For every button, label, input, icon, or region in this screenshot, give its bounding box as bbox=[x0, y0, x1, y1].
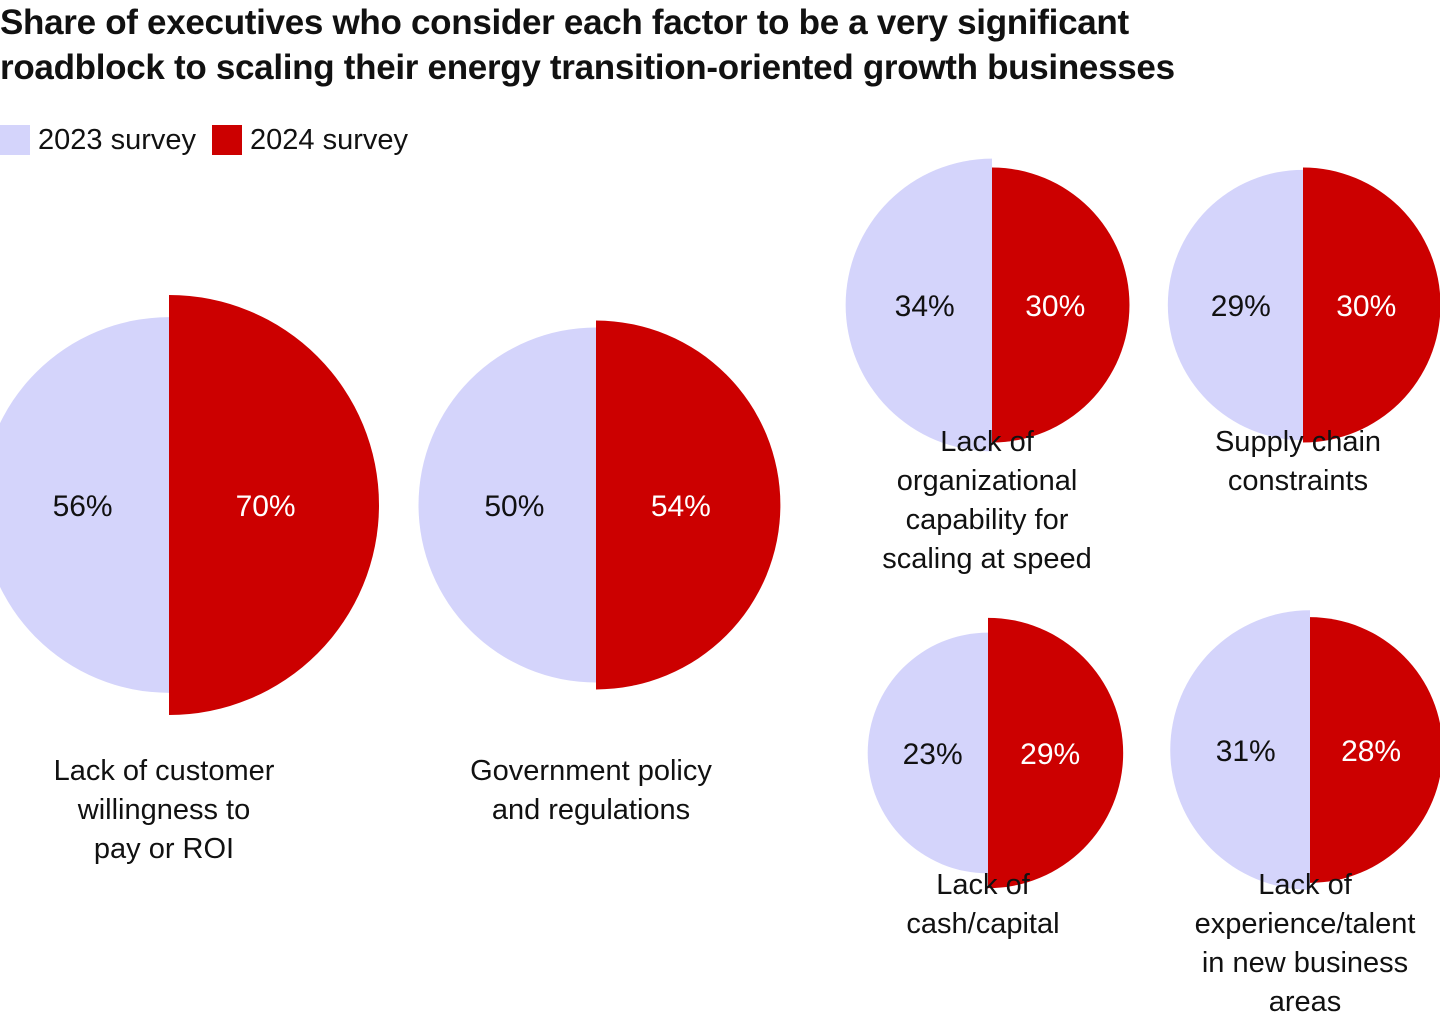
half-circle-2024 bbox=[988, 617, 1124, 889]
half-circle-2023 bbox=[867, 632, 988, 874]
half-circle-2024 bbox=[992, 167, 1130, 443]
chart-group-3: 34% 30% Lack of organizational capability fo… bbox=[845, 158, 1130, 575]
value-label-2023: 31% bbox=[1216, 735, 1276, 768]
category-label: Lack of cash/capital bbox=[906, 869, 1059, 940]
half-circle-2023 bbox=[0, 317, 169, 693]
legend-label-2023: 2023 survey bbox=[38, 123, 196, 156]
category-label-line: Lack of customer bbox=[54, 755, 275, 787]
half-circle-2024 bbox=[1310, 617, 1440, 883]
category-label-line: capability for bbox=[906, 504, 1069, 536]
value-label-2023: 29% bbox=[1211, 290, 1271, 323]
category-label: Lack of customer willingness to pay or ROI bbox=[54, 755, 275, 865]
half-circle-2023 bbox=[845, 158, 992, 452]
chart-group-6: 31% 28% Lack of experience/talent in new bus… bbox=[1170, 610, 1440, 1013]
category-label-line: Supply chain bbox=[1215, 426, 1381, 458]
chart-title: Share of executives who consider each fa… bbox=[0, 0, 1440, 90]
legend-swatch-2023 bbox=[0, 125, 30, 155]
category-label-line: Lack of bbox=[936, 869, 1030, 901]
category-label-line: constraints bbox=[1228, 465, 1368, 497]
legend-swatch-2024 bbox=[212, 125, 242, 155]
half-circle-2023 bbox=[1170, 610, 1310, 890]
category-label-line: cash/capital bbox=[906, 908, 1059, 940]
value-label-2024: 30% bbox=[1336, 290, 1396, 323]
value-label-2024: 54% bbox=[651, 490, 711, 523]
value-label-2023: 56% bbox=[53, 490, 113, 523]
category-label-line: Lack of bbox=[1258, 869, 1352, 901]
category-label-line: Government policy bbox=[470, 755, 712, 787]
category-label: Lack of experience/talent in new business a… bbox=[1195, 869, 1416, 1013]
category-label-line: scaling at speed bbox=[882, 543, 1092, 575]
value-label-2024: 70% bbox=[236, 490, 296, 523]
category-label-line: Lack of bbox=[940, 426, 1034, 458]
chart-title-line-2: roadblock to scaling their energy transi… bbox=[0, 48, 1175, 87]
value-label-2023: 34% bbox=[895, 290, 955, 323]
chart-group-4: 29% 30% Supply chain constraints bbox=[1167, 167, 1440, 497]
legend-item-2024: 2024 survey bbox=[212, 124, 408, 157]
category-label-line: in new business bbox=[1202, 947, 1408, 979]
legend-label-2024: 2024 survey bbox=[250, 123, 408, 156]
half-circle-2024 bbox=[169, 295, 379, 715]
category-label-line: willingness to bbox=[77, 794, 250, 826]
half-circle-2024 bbox=[596, 320, 781, 690]
category-label-line: experience/talent bbox=[1195, 908, 1416, 940]
category-label: Government policy and regulations bbox=[470, 755, 712, 826]
legend: 2023 survey 2024 survey bbox=[0, 122, 424, 158]
category-label: Lack of organizational capability for scali… bbox=[882, 426, 1092, 575]
value-label-2024: 30% bbox=[1025, 290, 1085, 323]
value-label-2023: 23% bbox=[903, 738, 963, 771]
category-label-line: pay or ROI bbox=[94, 833, 234, 865]
chart-group-2: 50% 54% Government policy and regulations bbox=[418, 320, 781, 826]
value-label-2024: 28% bbox=[1341, 735, 1401, 768]
half-circle-2024 bbox=[1303, 167, 1440, 443]
category-label-line: areas bbox=[1269, 986, 1342, 1013]
legend-item-2023: 2023 survey bbox=[0, 124, 196, 157]
category-label: Supply chain constraints bbox=[1215, 426, 1381, 497]
category-label-line: organizational bbox=[897, 465, 1078, 497]
chart-title-line-1: Share of executives who consider each fa… bbox=[0, 3, 1129, 42]
chart-group-5: 23% 29% Lack of cash/capital bbox=[867, 617, 1124, 940]
category-label-line: and regulations bbox=[492, 794, 690, 826]
value-label-2023: 50% bbox=[484, 490, 544, 523]
half-circle-2023 bbox=[1167, 169, 1303, 441]
chart-group-1: 56% 70% Lack of customer willingness to pay … bbox=[0, 295, 379, 865]
value-label-2024: 29% bbox=[1020, 738, 1080, 771]
half-circle-2023 bbox=[418, 327, 596, 683]
